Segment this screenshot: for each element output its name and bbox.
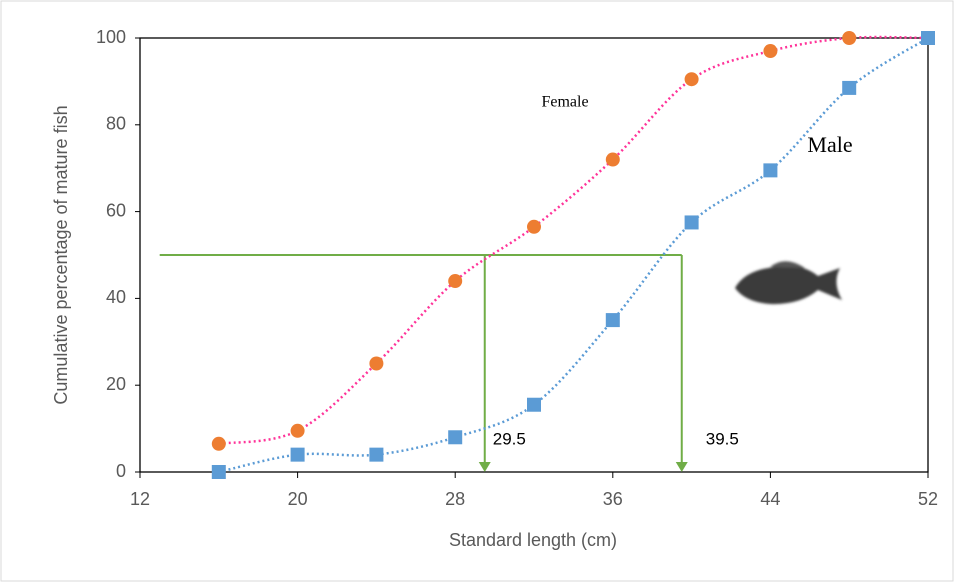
data-point [527, 219, 541, 234]
series-label: Male [807, 132, 852, 157]
threshold-label: 39.5 [706, 429, 739, 448]
y-tick-label: 60 [106, 200, 126, 220]
x-tick-label: 36 [603, 489, 623, 509]
y-tick-label: 20 [106, 374, 126, 394]
y-tick-label: 100 [96, 27, 126, 47]
data-point [527, 397, 541, 412]
data-point [763, 163, 778, 178]
y-axis-title: Cumulative percentage of mature fish [51, 105, 71, 404]
data-point [605, 313, 620, 328]
y-tick-label: 40 [106, 287, 126, 307]
data-point [211, 465, 226, 479]
y-tick-label: 0 [116, 461, 126, 481]
data-point [211, 436, 226, 451]
data-point [290, 423, 305, 438]
y-tick-label: 80 [106, 114, 126, 134]
x-tick-label: 44 [760, 489, 780, 509]
x-tick-label: 28 [445, 489, 465, 509]
fish-image [735, 261, 842, 305]
plot-border [139, 37, 929, 473]
data-point [290, 447, 305, 462]
x-axis-title: Standard length (cm) [449, 530, 617, 550]
arrow-head [675, 462, 688, 472]
trend-line [218, 35, 929, 446]
arrow-head [478, 462, 491, 472]
data-point [842, 31, 857, 45]
data-point [369, 447, 384, 462]
data-point [448, 430, 463, 445]
data-point [842, 80, 857, 95]
x-tick-label: 12 [130, 489, 150, 509]
threshold-label: 29.5 [493, 429, 526, 448]
x-tick-label: 20 [288, 489, 308, 509]
data-point [684, 72, 699, 87]
data-point [605, 152, 620, 167]
data-point [369, 356, 384, 371]
x-tick-label: 52 [918, 489, 938, 509]
data-point [448, 274, 463, 289]
data-point [684, 215, 699, 230]
data-point [921, 31, 935, 45]
data-point [763, 44, 778, 59]
series-label: Female [541, 94, 588, 111]
